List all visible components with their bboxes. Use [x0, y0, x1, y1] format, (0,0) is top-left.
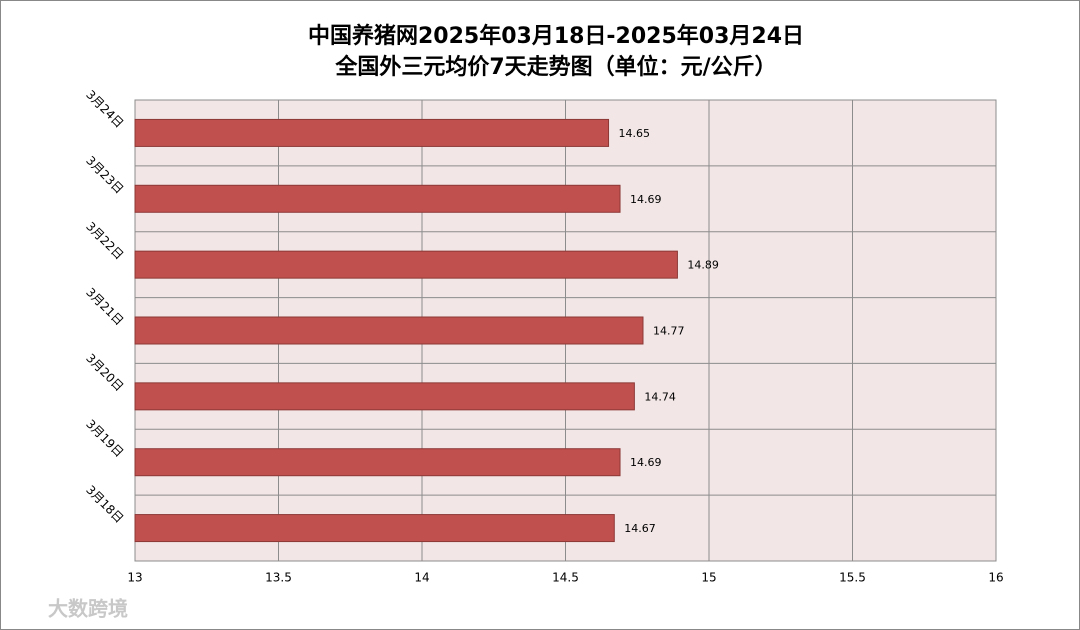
data-label: 14.89 — [687, 259, 719, 272]
x-tick-label: 15.5 — [839, 571, 866, 585]
data-label: 14.74 — [644, 390, 676, 403]
data-label: 14.69 — [630, 456, 662, 469]
chart-title: 中国养猪网2025年03月18日-2025年03月24日 — [308, 23, 804, 49]
data-label: 14.67 — [624, 522, 656, 535]
x-tick-label: 16 — [988, 571, 1003, 585]
bar — [134, 250, 678, 279]
x-tick-label: 13 — [127, 571, 142, 585]
x-tick-label: 14.5 — [552, 571, 579, 585]
x-tick-label: 13.5 — [265, 571, 292, 585]
x-tick-label: 14 — [414, 571, 429, 585]
watermark: 大数跨境 — [48, 597, 128, 621]
bar — [134, 448, 621, 477]
data-label: 14.69 — [630, 193, 662, 206]
bar — [134, 514, 615, 543]
chart-subtitle: 全国外三元均价7天走势图（单位：元/公斤） — [334, 54, 776, 80]
bar — [134, 316, 644, 345]
bar — [134, 118, 610, 147]
x-tick-label: 15 — [701, 571, 716, 585]
bar — [134, 184, 621, 213]
data-label: 14.65 — [619, 127, 651, 140]
bar — [134, 382, 635, 411]
data-label: 14.77 — [653, 325, 685, 338]
